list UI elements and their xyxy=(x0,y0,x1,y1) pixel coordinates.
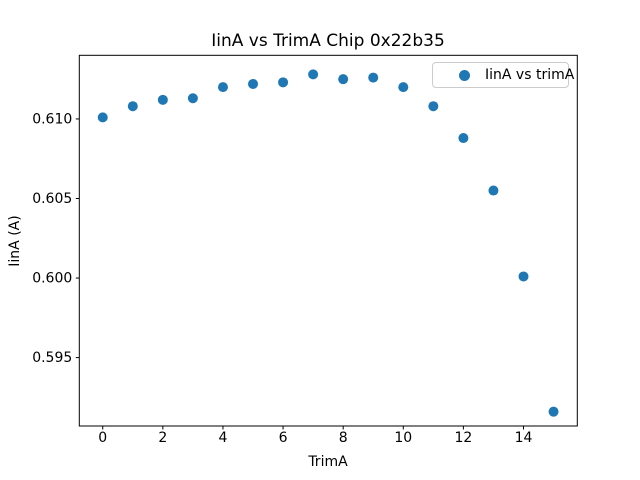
x-tick-label: 2 xyxy=(158,430,167,446)
data-point xyxy=(368,72,379,83)
x-tick-label: 10 xyxy=(394,430,412,446)
data-point xyxy=(217,82,228,93)
data-point xyxy=(308,69,319,80)
legend-label: IinA vs trimA xyxy=(485,67,575,83)
y-tick-label: 0.610 xyxy=(32,111,72,127)
y-tick-label: 0.600 xyxy=(32,271,72,287)
data-point xyxy=(157,94,168,105)
chart-title: IinA vs TrimA Chip 0x22b35 xyxy=(211,31,445,51)
y-tick-label: 0.595 xyxy=(32,350,72,366)
x-tick-label: 4 xyxy=(218,430,227,446)
data-point xyxy=(428,101,439,112)
data-point xyxy=(187,93,198,104)
data-point xyxy=(338,74,349,85)
x-axis-label: TrimA xyxy=(308,454,348,470)
y-tick-label: 0.605 xyxy=(32,191,72,207)
data-point xyxy=(518,271,529,282)
data-point xyxy=(97,112,108,123)
data-point xyxy=(248,78,259,89)
x-tick-label: 8 xyxy=(339,430,348,446)
data-point xyxy=(398,82,409,93)
legend: IinA vs trimA xyxy=(432,62,574,88)
y-axis-label: IinA (A) xyxy=(7,215,23,267)
data-point xyxy=(488,185,499,196)
x-tick-label: 12 xyxy=(454,430,472,446)
x-tick-label: 0 xyxy=(98,430,107,446)
axes-frame xyxy=(78,54,578,427)
data-point xyxy=(548,406,559,417)
scatter-marker-icon xyxy=(459,69,470,81)
data-point xyxy=(127,101,138,112)
x-tick-label: 14 xyxy=(515,430,533,446)
data-point xyxy=(278,77,289,88)
data-point xyxy=(458,133,469,144)
x-tick-label: 6 xyxy=(279,430,288,446)
